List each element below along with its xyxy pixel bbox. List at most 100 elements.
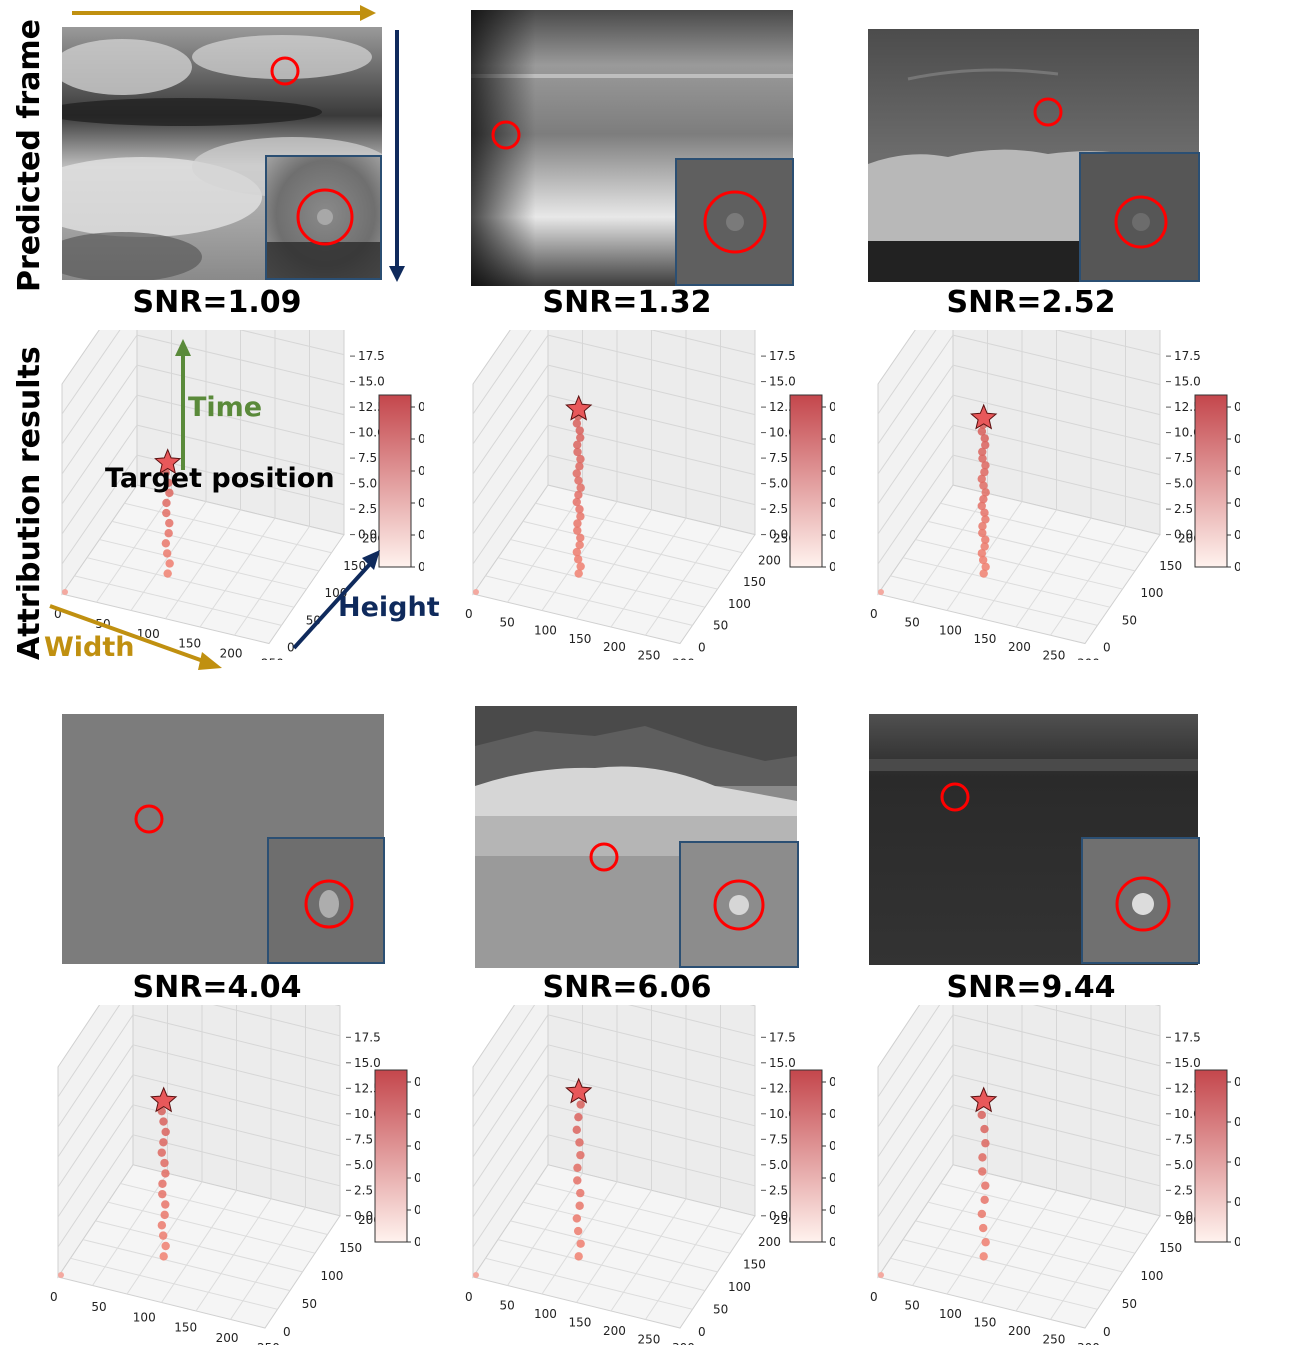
colorbar-tick-label: 0.05: [418, 528, 424, 542]
attribution-point: [576, 433, 585, 442]
x-tick-label: 100: [534, 1307, 557, 1321]
colorbar-tick-label: 0.15: [1234, 464, 1240, 478]
z-tick-label: 10.0: [354, 1107, 381, 1121]
z-tick-label: 10.0: [358, 426, 385, 440]
y-tick-label: 200: [758, 553, 781, 567]
attribution-point: [979, 481, 988, 490]
z-tick-label: 7.5: [1174, 1132, 1193, 1146]
attribution-point: [978, 1167, 987, 1176]
colorbar-tick-label: 0.25: [829, 1075, 835, 1089]
target-circle-5: [589, 842, 619, 872]
z-tick-label: 17.5: [1174, 1030, 1201, 1044]
colorbar: [1194, 394, 1228, 568]
x-tick-label: 200: [220, 647, 243, 660]
attribution-point: [158, 1189, 167, 1199]
snr-label-4: SNR=4.04: [132, 970, 302, 1005]
attribution-point: [981, 535, 990, 544]
colorbar-tick-label: 0.05: [414, 1203, 420, 1217]
attribution-plot-2: 17.515.012.510.07.55.02.50.0050100150200…: [465, 330, 835, 660]
x-tick-label: 150: [569, 1316, 592, 1330]
z-tick-label: 2.5: [769, 1183, 788, 1197]
attribution-point: [163, 569, 172, 578]
y-tick-label: 150: [1159, 559, 1182, 573]
attribution-point: [572, 1125, 581, 1135]
z-tick-label: 12.5: [358, 400, 385, 414]
x-tick-label: 200: [1008, 640, 1031, 654]
attribution-point: [980, 1195, 989, 1204]
attribution-plot-5: 17.515.012.510.07.55.02.50.0050100150200…: [465, 1005, 835, 1345]
attribution-point: [575, 462, 584, 471]
attribution-point: [979, 1252, 988, 1261]
colorbar-tick-label: 0.15: [1234, 1115, 1240, 1129]
z-tick-label: 7.5: [358, 451, 377, 465]
attribution-point: [162, 498, 171, 508]
attribution-plot-3: 17.515.012.510.07.55.02.50.0050100150200…: [870, 330, 1240, 660]
x-tick-label: 200: [603, 1324, 626, 1338]
attribution-point: [161, 539, 171, 548]
attribution-point: [978, 528, 987, 538]
z-tick-label: 7.5: [769, 1132, 788, 1146]
colorbar-tick-label: 0.00: [414, 1235, 420, 1249]
attribution-point: [575, 540, 584, 550]
attribution-point: [573, 440, 582, 450]
attribution-point: [161, 1127, 170, 1137]
colorbar-tick-label: 0.20: [1234, 432, 1240, 446]
attribution-point: [574, 476, 583, 485]
width-axis-arrow: [49, 604, 222, 670]
y-tick-label: 150: [743, 1258, 766, 1272]
attribution-point: [575, 1201, 584, 1210]
attribution-point: [158, 1179, 167, 1188]
colorbar-tick-label: 0.15: [418, 464, 424, 478]
x-tick-label: 50: [500, 1299, 515, 1313]
attribution-point: [157, 1148, 166, 1157]
colorbar-tick-label: 0.00: [829, 1235, 835, 1249]
attribution-point: [573, 526, 582, 535]
target-star: [970, 1086, 998, 1113]
x-tick-label: 250: [257, 1341, 280, 1345]
colorbar-tick-label: 0.00: [1234, 1235, 1240, 1249]
y-tick-label: 50: [713, 1303, 728, 1317]
height-label: Height: [338, 592, 440, 623]
attribution-point: [158, 1231, 168, 1240]
attribution-plot-6: 17.515.012.510.07.55.02.50.0050100150200…: [870, 1005, 1240, 1345]
z-tick-label: 2.5: [1174, 1183, 1193, 1197]
x-tick-label: 150: [974, 632, 997, 646]
z-tick-label: 12.5: [1174, 1081, 1201, 1095]
attribution-point: [162, 508, 171, 518]
attribution-point: [165, 559, 174, 568]
y-tick-label: 150: [343, 559, 366, 573]
attribution-point: [978, 1153, 987, 1162]
colorbar-tick-label: 0.25: [1234, 400, 1240, 414]
target-star: [154, 448, 182, 475]
colorbar-tick-label: 0.25: [418, 400, 424, 414]
attribution-point: [573, 1176, 582, 1185]
attribution-point: [977, 474, 986, 484]
y-tick-label: 0: [287, 641, 295, 655]
colorbar-tick-label: 0.25: [829, 400, 835, 414]
x-tick-label: 100: [939, 1307, 962, 1321]
attribution-point: [573, 1226, 583, 1236]
colorbar-tick-label: 0.10: [829, 1171, 835, 1185]
z-tick-label: 10.0: [769, 426, 796, 440]
y-tick-label: 100: [321, 1269, 344, 1283]
attribution-point: [573, 555, 583, 564]
x-tick-label: 100: [534, 624, 557, 638]
inset-zoom-5: [679, 841, 799, 968]
width-label: Width: [44, 632, 135, 663]
y-tick-label: 50: [1122, 1297, 1137, 1311]
z-tick-label: 7.5: [1174, 451, 1193, 465]
attribution-point: [981, 1139, 990, 1148]
time-axis-arrow: [175, 339, 191, 470]
colorbar-tick-label: 0.10: [1234, 1155, 1240, 1169]
colorbar-tick-label: 0.20: [829, 1107, 835, 1121]
colorbar-tick-label: 0.05: [1234, 1195, 1240, 1209]
z-tick-label: 5.0: [358, 477, 377, 491]
z-tick-label: 17.5: [769, 1030, 796, 1044]
x-tick-label: 0: [870, 1290, 878, 1304]
attribution-point: [978, 555, 988, 565]
inset-zoom-6: [1081, 837, 1200, 964]
x-tick-label: 150: [174, 1321, 197, 1335]
x-tick-label: 100: [939, 624, 962, 638]
colorbar-tick-label: 0.20: [418, 432, 424, 446]
x-tick-label: 50: [905, 615, 920, 629]
